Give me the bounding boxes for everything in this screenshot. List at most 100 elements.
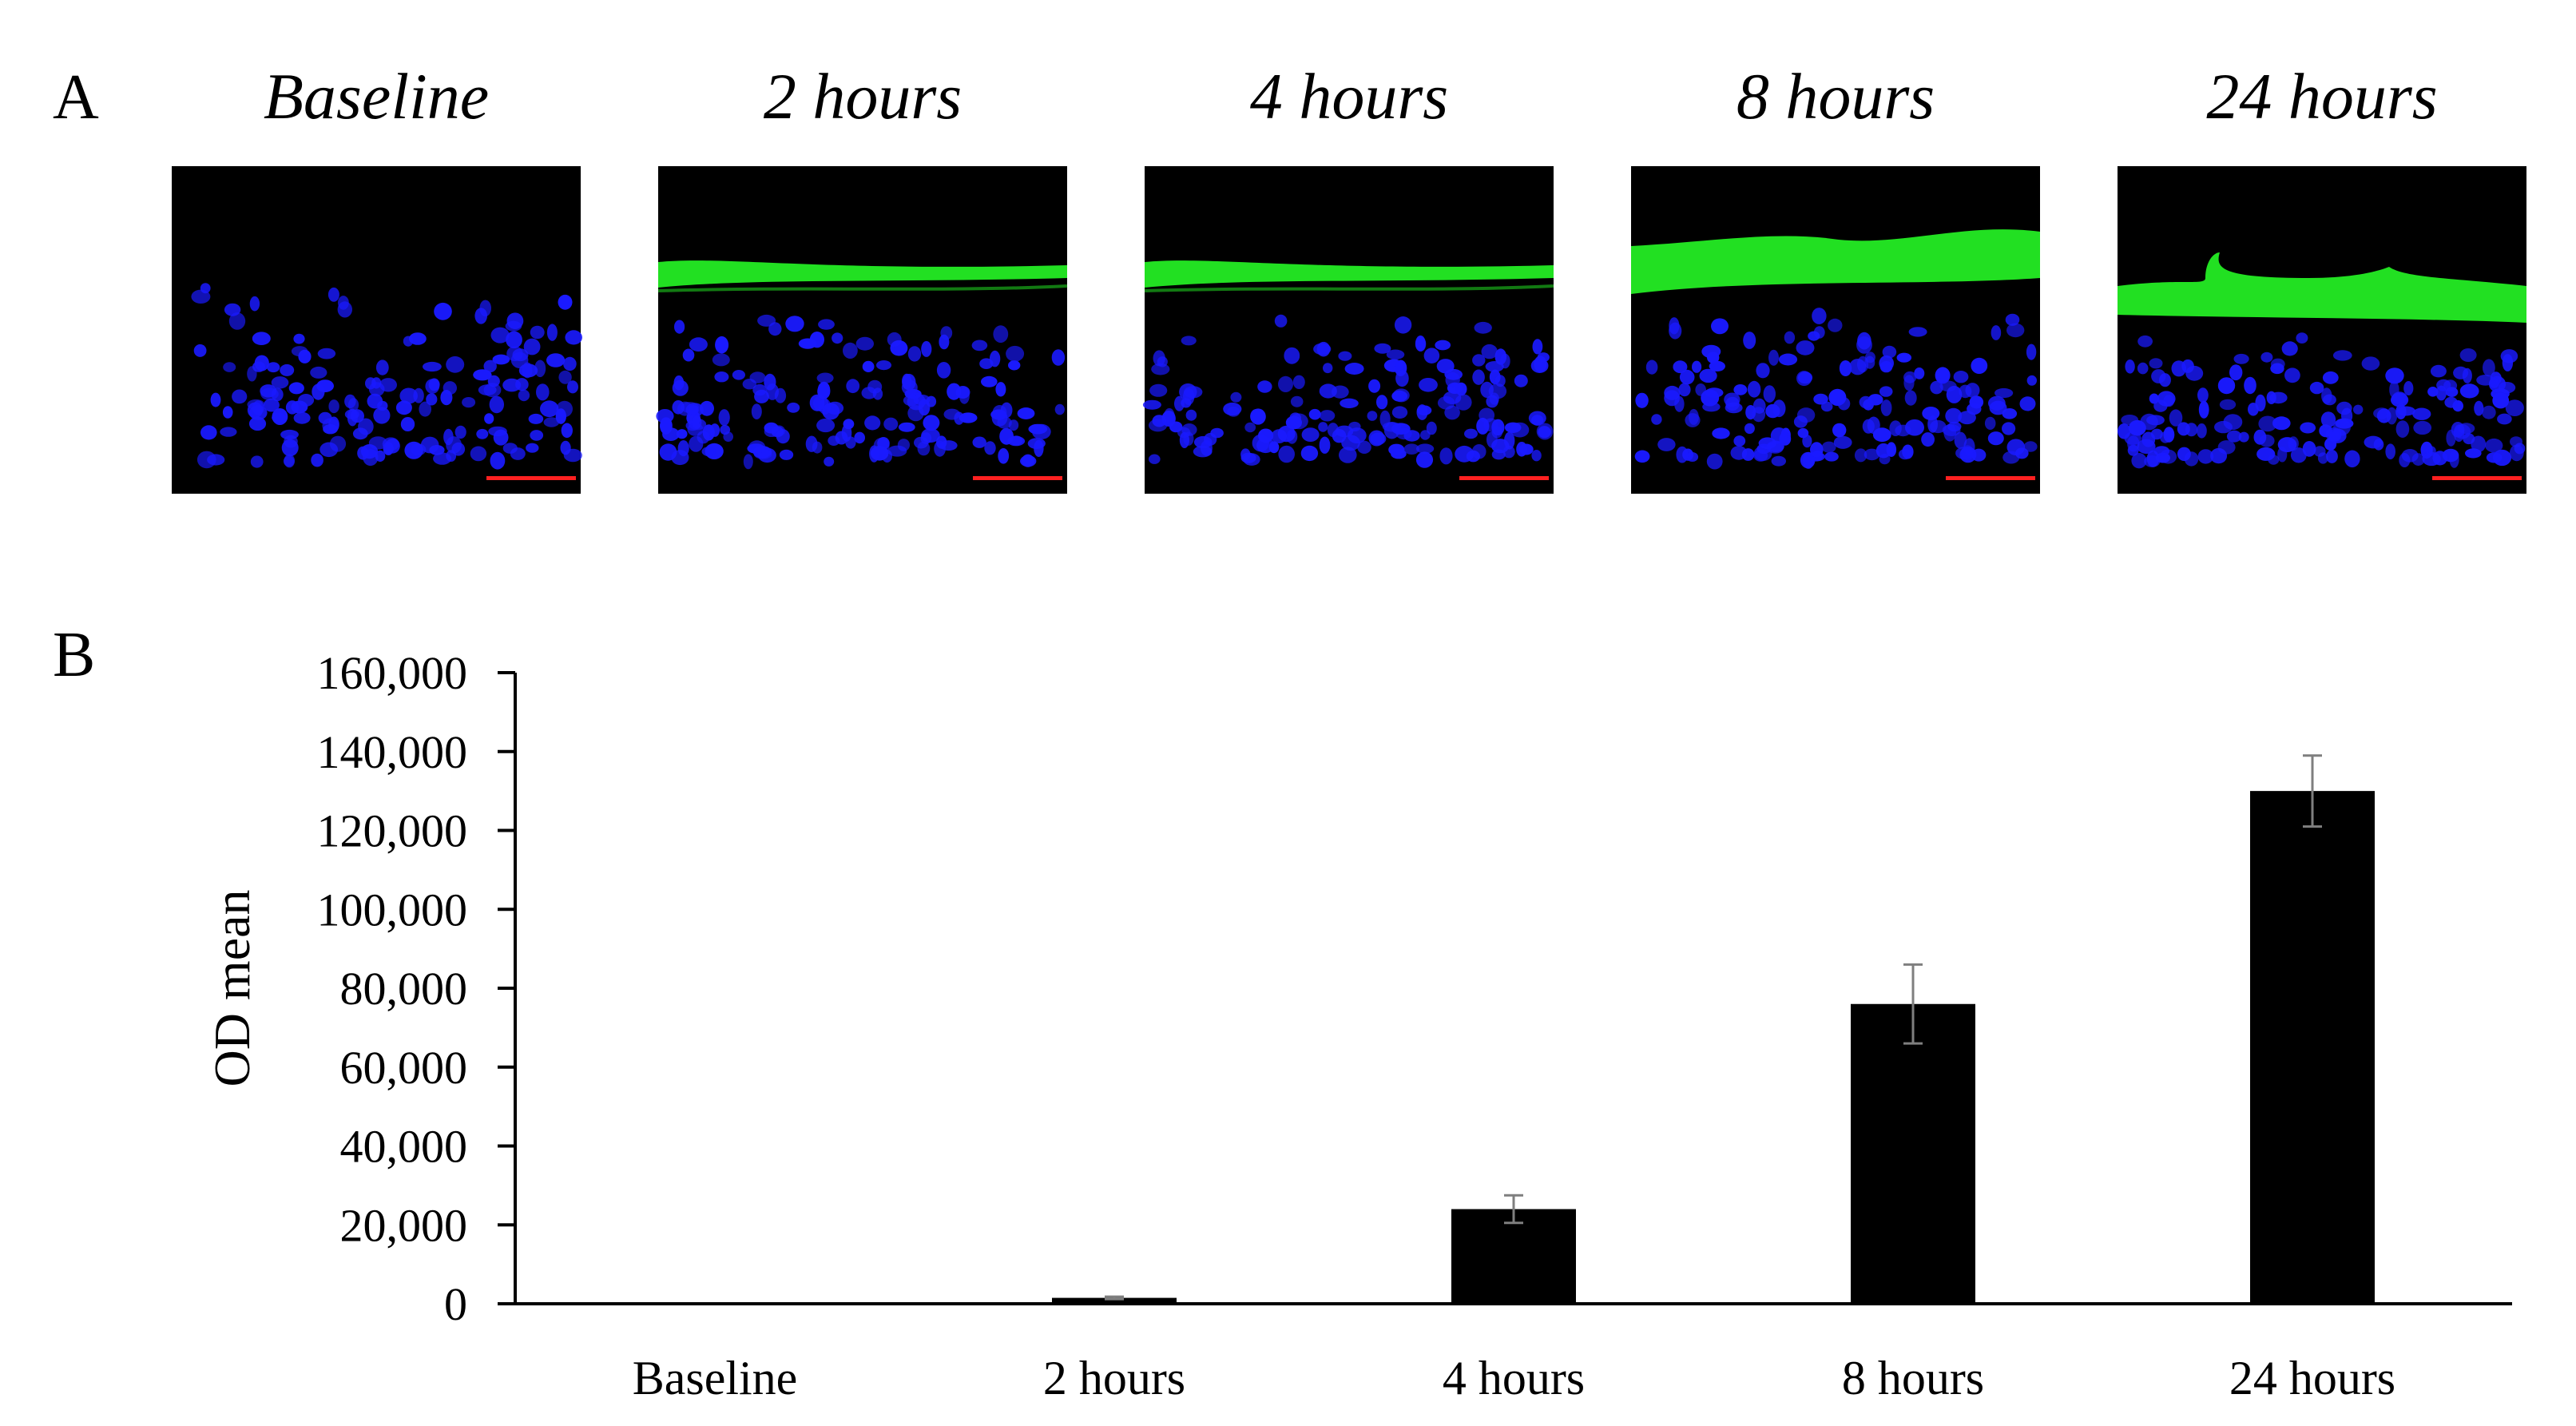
cell-nucleus bbox=[506, 312, 524, 330]
cell-nucleus bbox=[530, 430, 544, 441]
cell-nucleus bbox=[2486, 452, 2503, 463]
cell-nucleus bbox=[1370, 432, 1387, 445]
cell-nucleus bbox=[1020, 455, 1037, 467]
cell-nucleus bbox=[360, 444, 379, 459]
cell-nucleus bbox=[1395, 427, 1412, 440]
cell-nucleus bbox=[1763, 385, 1776, 403]
cell-nucleus bbox=[660, 417, 673, 435]
cell-nucleus bbox=[1174, 395, 1185, 411]
cell-nucleus bbox=[1376, 395, 1388, 410]
cell-nucleus bbox=[1747, 380, 1761, 398]
cell-nucleus bbox=[546, 353, 566, 367]
cell-nucleus bbox=[2476, 375, 2495, 386]
cell-nucleus bbox=[2026, 344, 2037, 360]
cell-nucleus bbox=[523, 338, 541, 356]
cell-nucleus bbox=[1930, 380, 1943, 395]
cell-nucleus bbox=[2198, 400, 2209, 419]
cell-nucleus bbox=[419, 401, 431, 417]
cell-nucleus bbox=[2197, 449, 2214, 464]
cell-nucleus bbox=[1480, 381, 1494, 398]
micrograph-title: Baseline bbox=[264, 60, 489, 133]
cell-nucleus bbox=[1810, 442, 1824, 458]
cell-nucleus bbox=[1151, 363, 1170, 375]
cell-nucleus bbox=[555, 408, 566, 424]
cell-nucleus bbox=[732, 370, 746, 380]
bar-chart: 0 20,000 40,000 60,000 80,000 100,000 120,000 1… bbox=[204, 647, 2512, 1404]
cell-nucleus bbox=[1947, 421, 1962, 432]
cell-nucleus bbox=[375, 359, 389, 375]
cell-nucleus bbox=[2125, 359, 2135, 374]
cell-nucleus bbox=[2157, 391, 2176, 407]
cell-nucleus bbox=[1289, 413, 1308, 430]
cell-nucleus bbox=[1744, 423, 1755, 435]
cell-nucleus bbox=[220, 427, 237, 437]
cell-nucleus bbox=[984, 441, 996, 455]
cell-nucleus bbox=[2313, 446, 2326, 457]
cell-nucleus bbox=[1657, 438, 1676, 451]
cell-nucleus bbox=[771, 426, 784, 438]
cell-nucleus bbox=[1902, 444, 1914, 459]
cell-nucleus bbox=[816, 418, 836, 433]
cell-nucleus bbox=[2277, 437, 2297, 453]
cell-nucleus bbox=[1984, 416, 1996, 431]
cell-nucleus bbox=[835, 431, 848, 445]
cell-nucleus bbox=[1455, 382, 1467, 396]
cell-nucleus bbox=[1634, 450, 1650, 463]
cell-nucleus bbox=[1635, 392, 1649, 408]
cell-nucleus bbox=[446, 356, 465, 373]
cell-nucleus bbox=[358, 418, 374, 435]
cell-nucleus bbox=[1896, 352, 1911, 363]
cell-nucleus bbox=[824, 456, 835, 467]
cell-nucleus bbox=[2300, 422, 2316, 434]
cell-nucleus bbox=[1290, 395, 1304, 407]
cell-nucleus bbox=[2184, 451, 2199, 467]
cell-nucleus bbox=[816, 372, 834, 383]
cell-nucleus bbox=[443, 381, 457, 395]
y-tick-label: 40,000 bbox=[340, 1121, 468, 1173]
cell-nucleus bbox=[1223, 402, 1242, 416]
cell-nucleus bbox=[689, 337, 708, 352]
cell-nucleus bbox=[1476, 417, 1490, 435]
cell-nucleus bbox=[528, 413, 544, 424]
cell-nucleus bbox=[2284, 367, 2300, 383]
cell-nucleus bbox=[476, 428, 489, 439]
y-tick-label: 100,000 bbox=[317, 884, 468, 935]
cell-nucleus bbox=[2373, 407, 2391, 419]
cell-nucleus bbox=[2430, 364, 2447, 378]
cell-nucleus bbox=[989, 350, 1001, 367]
cell-nucleus bbox=[1953, 371, 1969, 383]
cell-nucleus bbox=[337, 301, 352, 318]
cell-nucleus bbox=[1240, 452, 1256, 463]
cell-nucleus bbox=[2413, 420, 2432, 435]
micrograph-panel: 4 hours bbox=[1142, 60, 1554, 494]
cell-nucleus bbox=[817, 383, 831, 399]
cell-nucleus bbox=[433, 452, 452, 465]
cell-nucleus bbox=[1532, 339, 1543, 355]
cell-nucleus bbox=[484, 413, 494, 424]
cell-nucleus bbox=[1149, 454, 1161, 464]
cell-nucleus bbox=[1872, 427, 1891, 443]
micrograph-title: 8 hours bbox=[1737, 60, 1935, 133]
cell-nucleus bbox=[1674, 395, 1685, 412]
cell-nucleus bbox=[700, 400, 714, 416]
cell-nucleus bbox=[768, 322, 782, 336]
cell-nucleus bbox=[940, 326, 953, 340]
cell-nucleus bbox=[317, 348, 336, 359]
cell-nucleus bbox=[409, 332, 427, 345]
cell-nucleus bbox=[249, 296, 260, 312]
cell-nucleus bbox=[864, 415, 881, 431]
cell-nucleus bbox=[887, 332, 902, 348]
cell-nucleus bbox=[1778, 353, 1798, 366]
cell-nucleus bbox=[1837, 397, 1851, 411]
cell-nucleus bbox=[2505, 399, 2524, 416]
cell-nucleus bbox=[1702, 402, 1721, 412]
cell-nucleus bbox=[2483, 359, 2495, 377]
cell-nucleus bbox=[490, 451, 506, 470]
cell-nucleus bbox=[1537, 352, 1550, 363]
cell-nucleus bbox=[2270, 358, 2285, 370]
cell-nucleus bbox=[1416, 405, 1432, 415]
cell-nucleus bbox=[1741, 448, 1755, 461]
cell-nucleus bbox=[1278, 445, 1295, 463]
cell-nucleus bbox=[411, 443, 427, 456]
cell-nucleus bbox=[1770, 427, 1788, 444]
